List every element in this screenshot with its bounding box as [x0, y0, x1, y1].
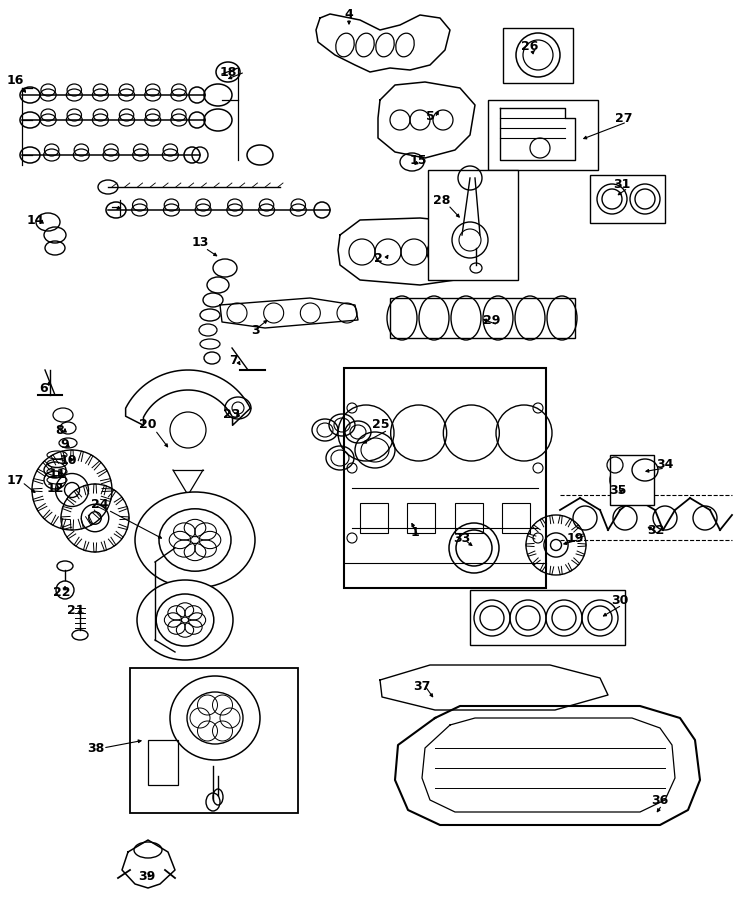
Text: 33: 33: [454, 532, 471, 544]
Text: 39: 39: [138, 869, 155, 883]
Text: 11: 11: [48, 467, 66, 481]
Bar: [344, 368, 546, 588]
Polygon shape: [125, 370, 250, 426]
Text: 17: 17: [6, 473, 24, 487]
Text: 25: 25: [372, 418, 390, 431]
Text: 26: 26: [521, 40, 538, 53]
Text: 23: 23: [223, 409, 240, 421]
Bar: [360, 503, 388, 533]
Text: 29: 29: [484, 313, 501, 327]
Text: 16: 16: [6, 74, 24, 86]
Text: 15: 15: [409, 154, 427, 166]
Bar: [148, 740, 178, 785]
Bar: [610, 455, 654, 505]
Text: 28: 28: [433, 194, 451, 206]
Bar: [488, 100, 598, 170]
Bar: [502, 503, 530, 533]
Text: 4: 4: [345, 7, 354, 21]
Ellipse shape: [170, 676, 260, 760]
Text: 9: 9: [61, 438, 69, 452]
Bar: [590, 175, 665, 223]
Text: 32: 32: [647, 524, 665, 536]
Text: 38: 38: [87, 742, 104, 754]
Bar: [407, 503, 436, 533]
Text: 21: 21: [68, 604, 85, 617]
Polygon shape: [338, 218, 475, 285]
Text: 36: 36: [651, 794, 668, 806]
Text: 27: 27: [615, 112, 633, 124]
Polygon shape: [220, 298, 358, 328]
Polygon shape: [395, 706, 700, 825]
Ellipse shape: [135, 492, 255, 588]
Text: 3: 3: [252, 323, 261, 337]
Text: 10: 10: [59, 454, 77, 466]
Bar: [390, 298, 575, 338]
Bar: [503, 28, 573, 83]
Text: 31: 31: [614, 177, 631, 191]
Text: 18: 18: [219, 66, 237, 78]
Text: 35: 35: [609, 483, 626, 497]
Text: 19: 19: [566, 532, 584, 544]
Text: 24: 24: [92, 499, 109, 511]
Bar: [470, 590, 625, 645]
Text: 37: 37: [413, 680, 430, 692]
Text: 22: 22: [53, 586, 71, 598]
Text: 30: 30: [611, 593, 629, 607]
Polygon shape: [500, 108, 575, 160]
Text: 6: 6: [40, 382, 48, 394]
Bar: [454, 503, 483, 533]
Text: 34: 34: [656, 457, 674, 471]
Polygon shape: [316, 14, 450, 72]
Text: 8: 8: [56, 424, 65, 436]
Text: 12: 12: [47, 482, 64, 494]
Text: 2: 2: [374, 251, 382, 265]
Polygon shape: [380, 665, 608, 710]
Text: 1: 1: [411, 526, 419, 539]
Text: 7: 7: [230, 354, 238, 366]
Polygon shape: [122, 840, 175, 888]
Text: 14: 14: [26, 213, 44, 227]
Ellipse shape: [137, 580, 233, 660]
Bar: [130, 668, 298, 813]
Polygon shape: [378, 82, 475, 158]
Text: 13: 13: [192, 236, 209, 248]
Text: 5: 5: [426, 110, 434, 122]
Bar: [428, 170, 518, 280]
Text: 20: 20: [139, 418, 157, 430]
